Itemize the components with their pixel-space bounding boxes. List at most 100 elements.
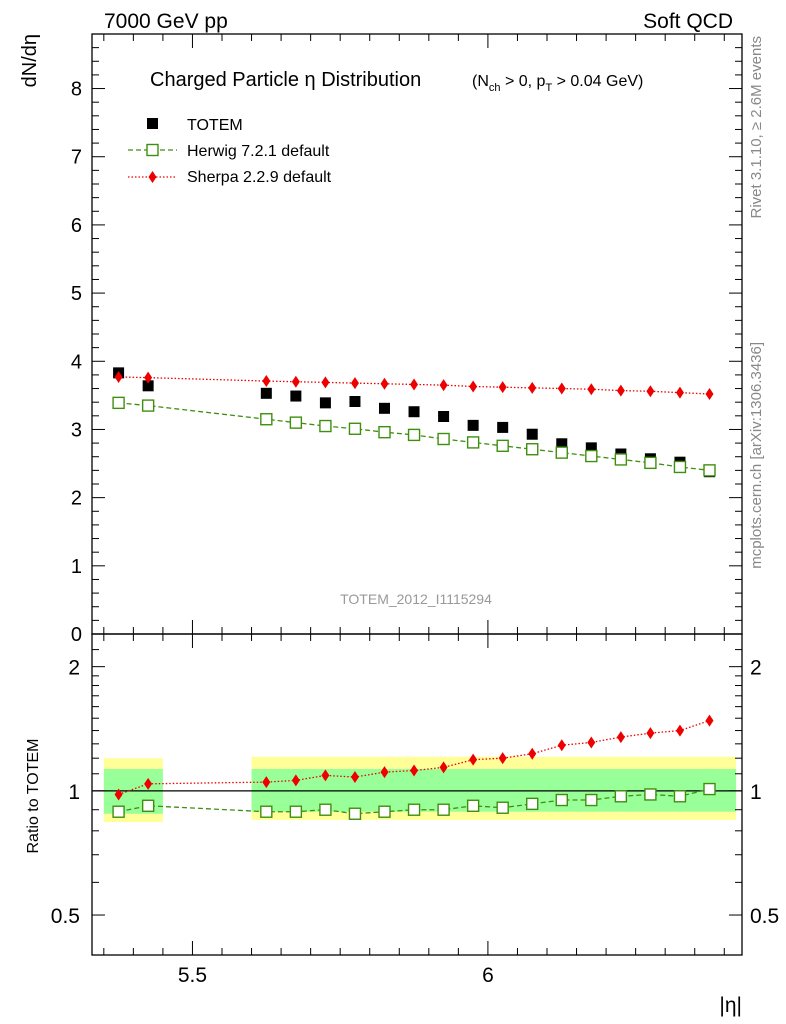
marker-s0-2: [260, 387, 272, 399]
marker-s2-3: [291, 375, 300, 388]
ratio-marker-s0-0: [112, 805, 125, 818]
marker-s2-8: [439, 379, 448, 392]
marker-s1-15: [644, 456, 657, 470]
y-axis-label-main: dN/dη: [19, 34, 41, 87]
data-markers: [112, 367, 716, 820]
legend-marker-herwig: [146, 143, 159, 157]
marker-s2-13: [587, 383, 596, 396]
marker-s2-15: [646, 385, 655, 398]
marker-s1-0: [112, 396, 125, 410]
y-tick-label-ratio-right-0: 0.5: [750, 905, 779, 928]
x-tick-label-0: 5.5: [178, 964, 207, 987]
ratio-marker-s0-14: [614, 790, 628, 803]
marker-s2-9: [469, 380, 478, 393]
marker-s2-10: [498, 381, 507, 394]
ratio-marker-s1-1: [144, 777, 153, 790]
marker-s1-10: [496, 439, 509, 453]
ratio-marker-s0-8: [437, 803, 450, 816]
marker-s2-12: [557, 382, 566, 395]
marker-s0-3: [290, 390, 302, 402]
marker-s2-11: [528, 381, 537, 394]
ratio-marker-s0-13: [585, 793, 598, 807]
ratio-marker-s0-5: [348, 807, 362, 820]
y-tick-label-main-3: 3: [71, 419, 82, 441]
marker-s1-8: [437, 432, 450, 446]
ratio-marker-s0-12: [555, 793, 568, 807]
ratio-marker-s1-8: [439, 761, 448, 774]
marker-s2-6: [380, 377, 389, 390]
marker-s1-16: [673, 460, 687, 474]
side-label-mcplots: mcplots.cern.ch [arXiv:1306.3436]: [748, 342, 765, 569]
y-tick-label-ratio-right-1: 1: [750, 781, 762, 804]
marker-s0-4: [319, 397, 331, 409]
ratio-marker-s1-6: [380, 766, 389, 779]
ratio-marker-s1-14: [616, 731, 625, 744]
marker-s2-14: [616, 384, 625, 397]
marker-s2-0: [114, 370, 123, 383]
ratio-marker-s1-16: [675, 724, 684, 737]
y-tick-label-main-8: 8: [71, 79, 82, 101]
marker-s0-8: [438, 411, 450, 422]
ratio-marker-s1-3: [291, 774, 300, 787]
marker-s2-17: [705, 388, 714, 400]
ratio-marker-s0-6: [378, 805, 391, 818]
ratio-marker-s1-15: [646, 727, 655, 740]
ratio-marker-s1-7: [410, 764, 419, 777]
marker-s1-11: [526, 443, 539, 456]
axis-tick-labels: 5.5 6 0 1 2 3 4 5 6 7 8 0.5 0.5 1 1 2 2: [51, 79, 779, 987]
plot-title-suffix: (Nch > 0, pT > 0.04 GeV): [472, 73, 643, 94]
x-axis-label: |η|: [719, 994, 742, 1017]
marker-s0-1: [142, 380, 154, 392]
marker-s1-7: [407, 428, 421, 442]
marker-s1-1: [141, 399, 155, 412]
marker-s0-11: [526, 428, 538, 440]
marker-s2-5: [350, 377, 359, 390]
plot-title-main: Charged Particle η Distribution: [150, 69, 421, 91]
ratio-marker-s1-10: [498, 752, 507, 765]
ratio-marker-s1-17: [705, 714, 714, 727]
ratio-marker-s0-17: [703, 782, 716, 796]
ratio-marker-s0-3: [289, 805, 303, 818]
ratio-marker-s0-1: [141, 799, 155, 812]
marker-s1-5: [348, 422, 362, 435]
x-tick-label-1: 6: [482, 964, 494, 987]
marker-s0-10: [497, 421, 509, 433]
marker-s0-7: [408, 406, 420, 418]
ratio-marker-s0-9: [466, 799, 480, 812]
ratio-marker-s1-9: [469, 753, 478, 766]
y-tick-label-main-7: 7: [71, 147, 82, 169]
y-tick-label-main-6: 6: [71, 215, 82, 237]
marker-s1-13: [585, 449, 598, 463]
marker-s1-6: [378, 425, 391, 439]
ratio-frame: [91, 633, 743, 956]
marker-s1-14: [614, 453, 628, 466]
legend: TOTEM Herwig 7.2.1 default Sherpa 2.2.9 …: [128, 117, 332, 186]
ratio-marker-s1-11: [528, 747, 537, 760]
analysis-id: TOTEM_2012_I1115294: [340, 591, 492, 607]
plot-title: Charged Particle η Distribution: [150, 69, 421, 91]
y-axis-label-ratio: Ratio to TOTEM: [25, 739, 42, 854]
y-tick-label-ratio-1: 1: [68, 781, 80, 804]
axis-ticks: [92, 34, 742, 956]
legend-marker-sherpa: [148, 171, 157, 183]
y-tick-label-ratio-0: 0.5: [51, 905, 80, 928]
side-label-rivet: Rivet 3.1.10, ≥ 2.6M events: [748, 36, 765, 219]
ratio-marker-s1-2: [262, 776, 271, 789]
y-tick-label-main-2: 2: [71, 488, 82, 510]
ratio-line-1: [118, 719, 710, 796]
marker-s2-16: [675, 386, 684, 399]
legend-label-totem: TOTEM: [187, 117, 243, 134]
series-line-2: [118, 376, 710, 395]
marker-s1-9: [466, 436, 480, 449]
marker-s0-5: [349, 396, 361, 407]
ratio-marker-s1-5: [350, 771, 359, 784]
ratio-marker-s0-15: [644, 788, 657, 801]
y-tick-label-ratio-2: 2: [68, 657, 80, 680]
ratio-marker-s0-11: [526, 797, 539, 811]
legend-marker-totem: [147, 118, 158, 129]
y-tick-label-main-5: 5: [71, 283, 82, 305]
marker-s1-17: [703, 464, 716, 477]
marker-s1-3: [289, 416, 303, 429]
marker-s0-6: [379, 402, 390, 414]
